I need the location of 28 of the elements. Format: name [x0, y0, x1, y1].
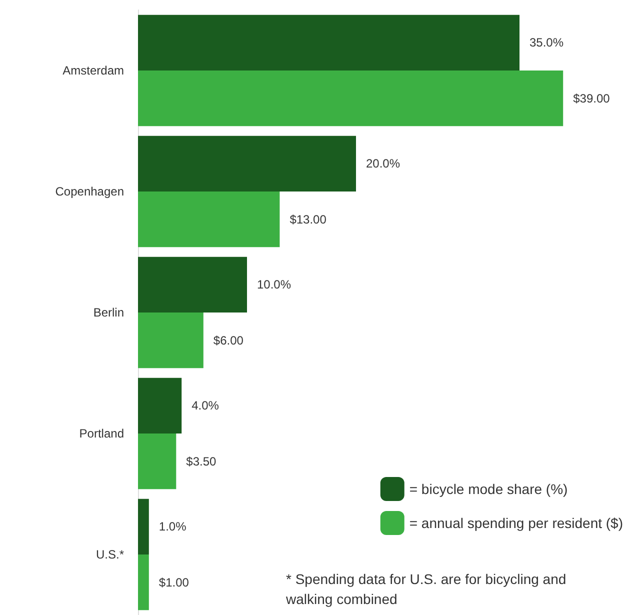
- bar: [138, 14, 520, 70]
- data-label: $1.00: [158, 575, 190, 590]
- annotation: * Spending data for U.S. are for bicycling and walking combined: [285, 571, 570, 607]
- bar: [138, 312, 204, 368]
- bar: [138, 434, 176, 490]
- data-label: 4.0%: [192, 398, 220, 413]
- bar: [138, 554, 149, 610]
- data-label: $13.00: [290, 212, 327, 226]
- legend-label: = annual spending per resident ($): [409, 515, 624, 531]
- y-tick-label: U.S.*: [96, 548, 124, 562]
- data-label: 1.0%: [158, 520, 187, 534]
- data-label: 35.0%: [530, 36, 564, 50]
- y-tick-label: Berlin: [93, 306, 124, 320]
- legend-label: = bicycle mode share (%): [409, 481, 568, 497]
- data-label: $3.50: [186, 454, 217, 468]
- data-label: 10.0%: [257, 278, 292, 292]
- bar: [138, 498, 149, 554]
- data-label: $6.00: [213, 333, 244, 348]
- data-label: 20.0%: [366, 156, 400, 171]
- data-label: $39.00: [573, 91, 610, 106]
- bar: [138, 256, 247, 312]
- y-tick-label: Copenhagen: [55, 184, 124, 198]
- bar: [138, 192, 280, 248]
- bar: [138, 70, 564, 126]
- y-tick-label: Portland: [79, 426, 124, 440]
- bar: [138, 136, 356, 192]
- bar: [138, 378, 182, 434]
- y-tick-label: Amsterdam: [62, 64, 124, 78]
